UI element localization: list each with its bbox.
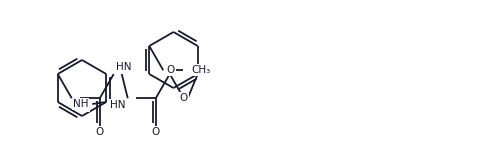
Text: HN: HN [110,100,126,110]
Text: Cl: Cl [79,101,90,111]
Text: NH: NH [73,99,88,109]
Text: HN: HN [116,62,131,72]
Text: CH₃: CH₃ [191,65,210,75]
Text: O: O [152,127,160,137]
Text: O: O [180,93,188,103]
Text: O: O [96,127,104,137]
Text: O: O [166,65,174,75]
